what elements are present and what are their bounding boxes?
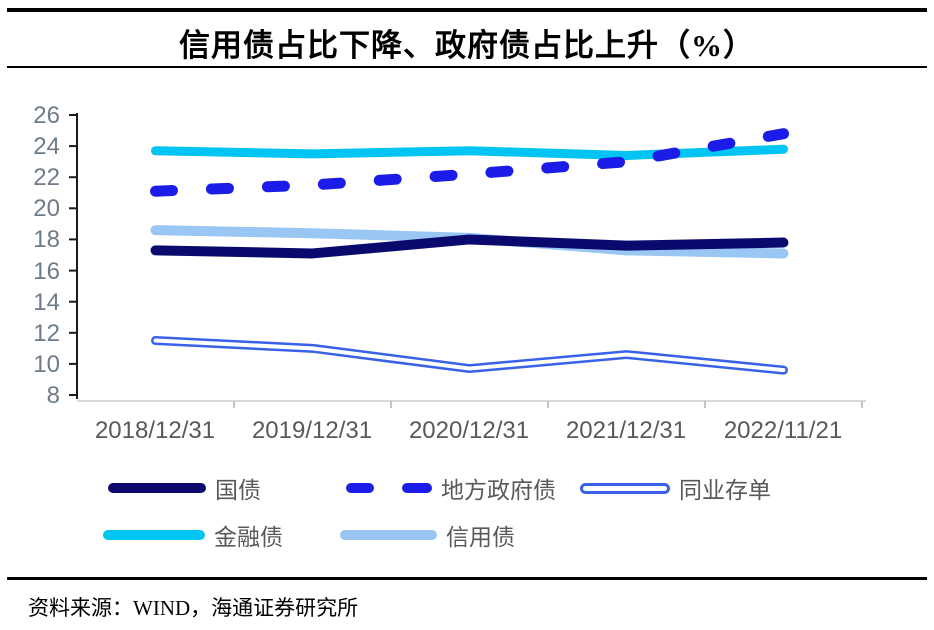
credit-bonds-line-swatch-icon [340, 530, 437, 540]
treasury-bonds-line-swatch-icon [108, 483, 206, 493]
line-chart-canvas: 26 24 22 20 18 16 14 12 10 8 2018/12/31 … [33, 102, 866, 444]
series-line-interbank-ncd-core [153, 338, 786, 373]
legend-label: 同业存单 [679, 478, 771, 503]
legend-item-local-gov-bonds: 地方政府债 [346, 476, 556, 503]
y-tick-label: 14 [33, 289, 60, 316]
financial-bonds-line-swatch-icon [103, 530, 205, 540]
y-tick-label: 18 [33, 226, 60, 253]
y-tick-label: 24 [33, 133, 60, 160]
interbank-ncd-outline-swatch-icon [580, 482, 670, 494]
series-line-treasury-bonds [150, 234, 789, 259]
legend-item-interbank-ncd: 同业存单 [580, 476, 771, 503]
bottom-rule [7, 577, 927, 580]
y-tick-labels: 26 24 22 20 18 16 14 12 10 8 [33, 102, 60, 409]
y-tick-label: 16 [33, 258, 60, 285]
legend-label: 金融债 [214, 525, 283, 550]
legend-item-financial-bonds: 金融债 [103, 523, 283, 550]
x-tick-labels: 2018/12/31 2019/12/31 2020/12/31 2021/12… [95, 417, 842, 444]
title-divider [7, 66, 927, 68]
x-axis [77, 400, 866, 408]
top-rule [7, 8, 927, 12]
legend-item-treasury-bonds: 国债 [108, 476, 261, 503]
legend-label: 国债 [215, 478, 261, 503]
local-gov-bonds-dashed-swatch-icon [346, 483, 432, 493]
y-tick-label: 8 [47, 382, 60, 409]
series-line-local-gov-bonds [150, 128, 789, 197]
x-tick-label: 2018/12/31 [95, 417, 215, 444]
x-tick-label: 2022/11/21 [724, 417, 842, 444]
y-tick-label: 26 [33, 102, 60, 129]
chart-title: 信用债占比下降、政府债占比上升（%） [179, 28, 755, 63]
legend-label: 地方政府债 [441, 478, 556, 503]
y-tick-label: 10 [33, 351, 60, 378]
series-layer [150, 128, 789, 375]
y-axis [69, 113, 78, 399]
y-tick-label: 12 [33, 320, 60, 347]
y-tick-label: 22 [33, 164, 60, 191]
x-tick-label: 2019/12/31 [252, 417, 372, 444]
source-note: 资料来源：WIND，海通证券研究所 [28, 596, 359, 620]
x-tick-label: 2020/12/31 [409, 417, 529, 444]
legend-item-credit-bonds: 信用债 [340, 523, 515, 550]
y-tick-label: 20 [33, 195, 60, 222]
series-line-financial-bonds [151, 144, 788, 160]
legend-label: 信用债 [446, 525, 515, 550]
x-tick-label: 2021/12/31 [566, 417, 686, 444]
